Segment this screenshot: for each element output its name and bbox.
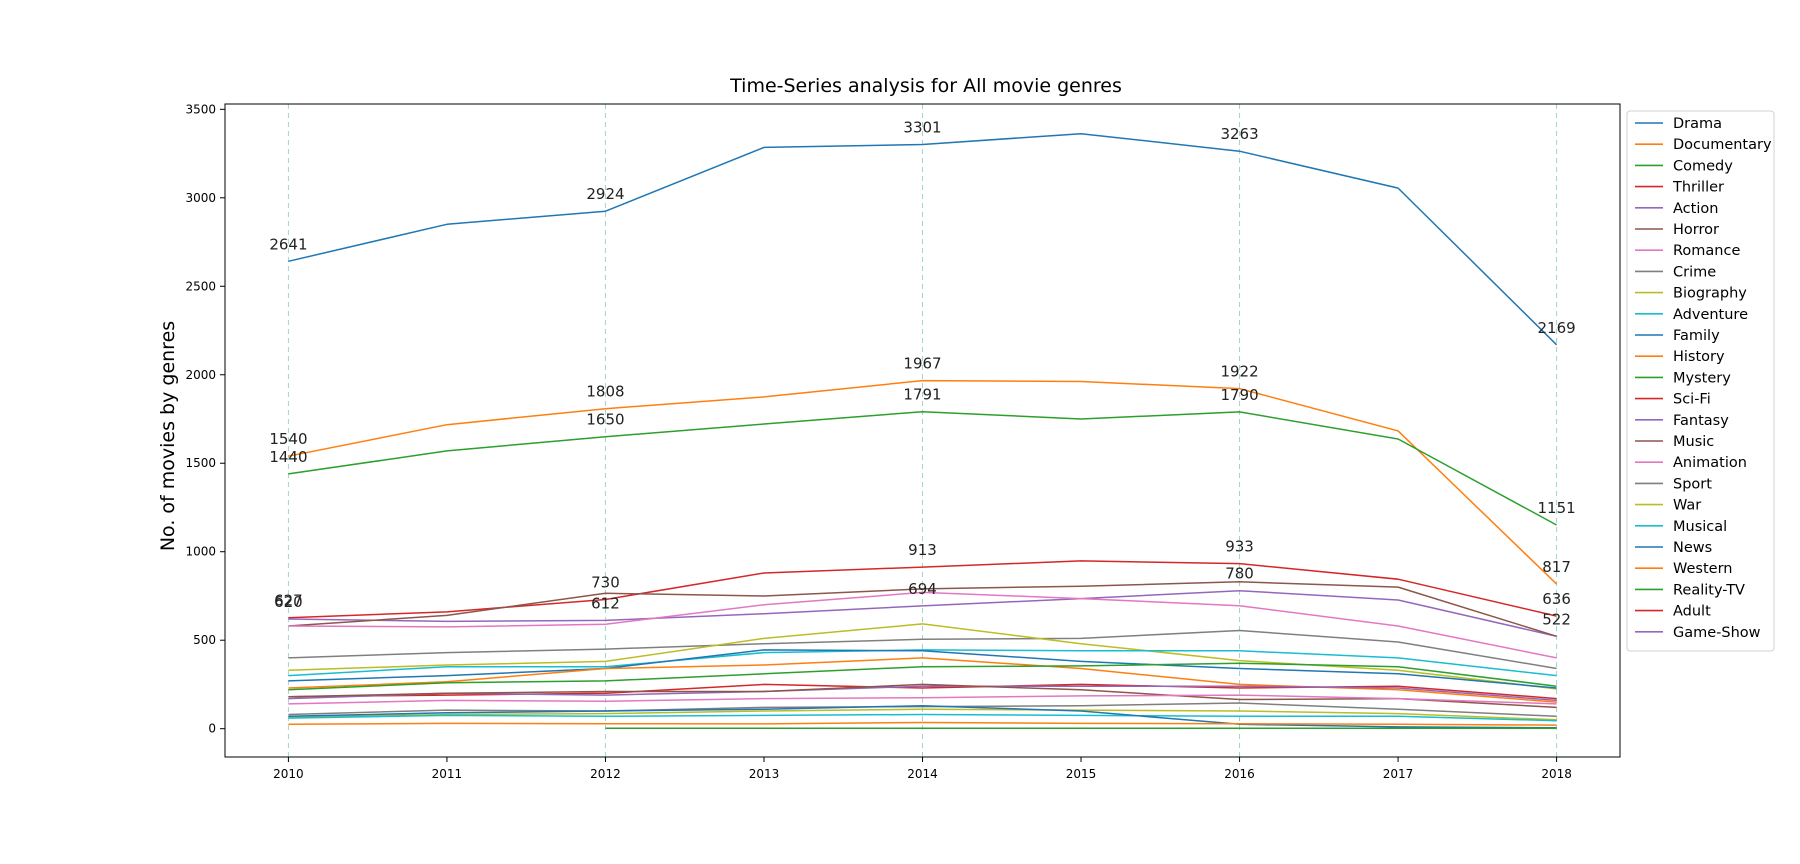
- data-label: 933: [1225, 538, 1254, 556]
- legend-entry-game-show: Game-Show: [1673, 625, 1761, 641]
- legend-entry-drama: Drama: [1673, 116, 1722, 132]
- data-label: 2169: [1537, 319, 1575, 337]
- series-line-comedy: [288, 410, 1557, 526]
- data-label: 620: [274, 593, 303, 611]
- legend-entry-western: Western: [1673, 561, 1732, 577]
- legend-entry-sci-fi: Sci-Fi: [1673, 392, 1711, 408]
- series-line-crime: [288, 629, 1557, 670]
- legend-entry-sport: Sport: [1673, 476, 1712, 492]
- y-tick-label: 1500: [185, 456, 216, 470]
- data-label: 3301: [903, 119, 941, 137]
- x-tick-label: 2017: [1383, 767, 1414, 781]
- series-line-news: [288, 704, 1557, 729]
- data-label: 1791: [903, 386, 941, 404]
- series-line-animation: [288, 694, 1557, 705]
- series-line-horror: [288, 581, 1557, 638]
- series-line-musical: [288, 713, 1557, 722]
- data-label: 1440: [269, 448, 307, 466]
- legend-entry-mystery: Mystery: [1673, 370, 1731, 386]
- series-line-sport: [288, 702, 1557, 718]
- x-tick-label: 2010: [273, 767, 304, 781]
- series-line-fantasy: [288, 685, 1557, 702]
- legend-box: [1626, 110, 1775, 652]
- y-tick-label: 2500: [185, 279, 216, 293]
- data-label: 1540: [269, 430, 307, 448]
- legend-entry-reality-tv: Reality-TV: [1673, 582, 1745, 598]
- y-tick-label: 0: [208, 722, 216, 736]
- legend-entry-history: History: [1673, 349, 1725, 365]
- data-label: 3263: [1220, 125, 1258, 143]
- legend-entry-thriller: Thriller: [1672, 180, 1724, 196]
- legend-entry-crime: Crime: [1673, 264, 1716, 280]
- data-label: 694: [908, 580, 937, 598]
- legend-entry-documentary: Documentary: [1673, 137, 1772, 153]
- data-label: 817: [1542, 558, 1571, 576]
- legend-entry-music: Music: [1673, 434, 1714, 450]
- legend-entry-biography: Biography: [1673, 286, 1747, 302]
- x-tick-label: 2011: [432, 767, 463, 781]
- data-label: 2641: [269, 235, 307, 253]
- series-line-mystery: [288, 662, 1557, 691]
- y-tick-label: 2000: [185, 368, 216, 382]
- legend-entry-animation: Animation: [1673, 455, 1747, 471]
- y-axis-title: No. of movies by genres: [157, 321, 179, 551]
- legend-entry-adult: Adult: [1673, 604, 1711, 620]
- data-label: 2924: [586, 185, 624, 203]
- legend: Drama Documentary Comedy Thriller Action Horr…: [1626, 110, 1775, 652]
- legend-entry-adventure: Adventure: [1673, 307, 1748, 323]
- y-axis: 0 500 1000 1500 2000 2500 3000 3500: [185, 102, 225, 736]
- series-line-biography: [288, 623, 1557, 690]
- data-labels: 2641 2924 3301 3263 2169 1540 1808 1967 1922 817 1…: [269, 119, 1575, 629]
- y-tick-label: 3500: [185, 102, 216, 116]
- series-line-romance: [288, 591, 1557, 659]
- data-label: 636: [1542, 590, 1571, 608]
- x-tick-label: 2012: [590, 767, 621, 781]
- series-line-western: [288, 721, 1557, 726]
- x-tick-label: 2015: [1066, 767, 1097, 781]
- data-label: 1922: [1220, 363, 1258, 381]
- data-label: 1967: [903, 355, 941, 373]
- y-tick-label: 3000: [185, 191, 216, 205]
- series-lines: [288, 132, 1558, 729]
- data-label: 780: [1225, 565, 1254, 583]
- series-line-documentary: [288, 379, 1558, 585]
- legend-entry-family: Family: [1673, 328, 1720, 344]
- legend-entry-comedy: Comedy: [1673, 158, 1733, 174]
- x-tick-label: 2013: [749, 767, 780, 781]
- series-line-drama: [288, 132, 1558, 346]
- data-label: 627: [274, 592, 303, 610]
- series-line-adventure: [288, 649, 1557, 677]
- x-tick-label: 2018: [1541, 767, 1572, 781]
- series-line-war: [288, 708, 1557, 721]
- series-line-music: [288, 683, 1557, 709]
- legend-entry-musical: Musical: [1673, 519, 1727, 535]
- chart-title: Time-Series analysis for All movie genre…: [729, 75, 1122, 97]
- series-line-family: [288, 649, 1557, 689]
- data-label: 1151: [1537, 499, 1575, 517]
- data-label: 522: [1542, 610, 1571, 628]
- y-tick-label: 1000: [185, 545, 216, 559]
- legend-entry-horror: Horror: [1673, 222, 1719, 238]
- legend-entry-fantasy: Fantasy: [1673, 413, 1729, 429]
- data-label: 1808: [586, 383, 624, 401]
- data-label: 612: [591, 594, 620, 612]
- data-label: 1790: [1220, 386, 1258, 404]
- x-tick-label: 2014: [907, 767, 938, 781]
- gridlines: [287, 104, 1558, 757]
- data-label: 730: [591, 574, 620, 592]
- series-line-action: [288, 589, 1557, 638]
- legend-entry-war: War: [1673, 498, 1701, 514]
- data-label: 913: [908, 541, 937, 559]
- data-label: 1650: [586, 411, 624, 429]
- legend-entry-action: Action: [1673, 201, 1718, 217]
- y-tick-label: 500: [193, 633, 216, 647]
- legend-entry-news: News: [1673, 540, 1712, 556]
- legend-entry-romance: Romance: [1673, 243, 1740, 259]
- x-axis: 2010 2011 2012 2013 2014 2015 2016 2017 2018: [273, 757, 1572, 781]
- x-tick-label: 2016: [1224, 767, 1255, 781]
